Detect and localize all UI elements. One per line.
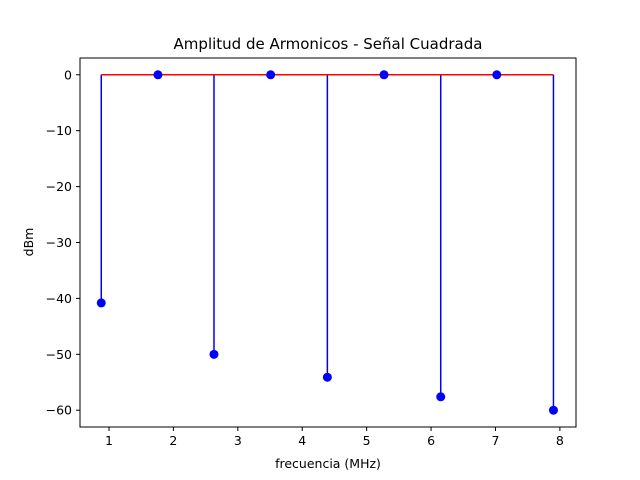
stem-marker <box>96 298 106 308</box>
y-tick-label: −40 <box>46 291 72 306</box>
chart-title: Amplitud de Armonicos - Señal Cuadrada <box>174 35 483 53</box>
x-tick-label: 6 <box>427 433 435 448</box>
x-tick-label: 3 <box>234 433 242 448</box>
axis-ticks: 1 2 3 4 5 6 7 8 0 −10 −20 −30 −40 −50 −60 <box>46 67 564 448</box>
y-tick-label: −10 <box>46 123 72 138</box>
y-tick-label: 0 <box>64 67 72 82</box>
plot-area <box>96 70 558 415</box>
stem-marker <box>322 372 332 382</box>
x-tick-label: 1 <box>105 433 113 448</box>
x-tick-label: 8 <box>556 433 564 448</box>
stem-marker <box>436 392 446 402</box>
y-axis-label: dBm <box>21 228 36 257</box>
x-tick-label: 2 <box>169 433 177 448</box>
stem-marker <box>153 70 163 80</box>
stem-marker <box>492 70 502 80</box>
y-tick-label: −60 <box>46 403 72 418</box>
stem-marker <box>209 349 219 359</box>
stem-marker <box>379 70 389 80</box>
x-tick-label: 5 <box>363 433 371 448</box>
stem-marker <box>266 70 276 80</box>
y-tick-label: −20 <box>46 179 72 194</box>
x-tick-label: 4 <box>298 433 306 448</box>
x-tick-label: 7 <box>492 433 500 448</box>
x-axis-label: frecuencia (MHz) <box>275 456 381 471</box>
y-tick-label: −50 <box>46 347 72 362</box>
y-tick-label: −30 <box>46 235 72 250</box>
stem-marker <box>548 405 558 415</box>
